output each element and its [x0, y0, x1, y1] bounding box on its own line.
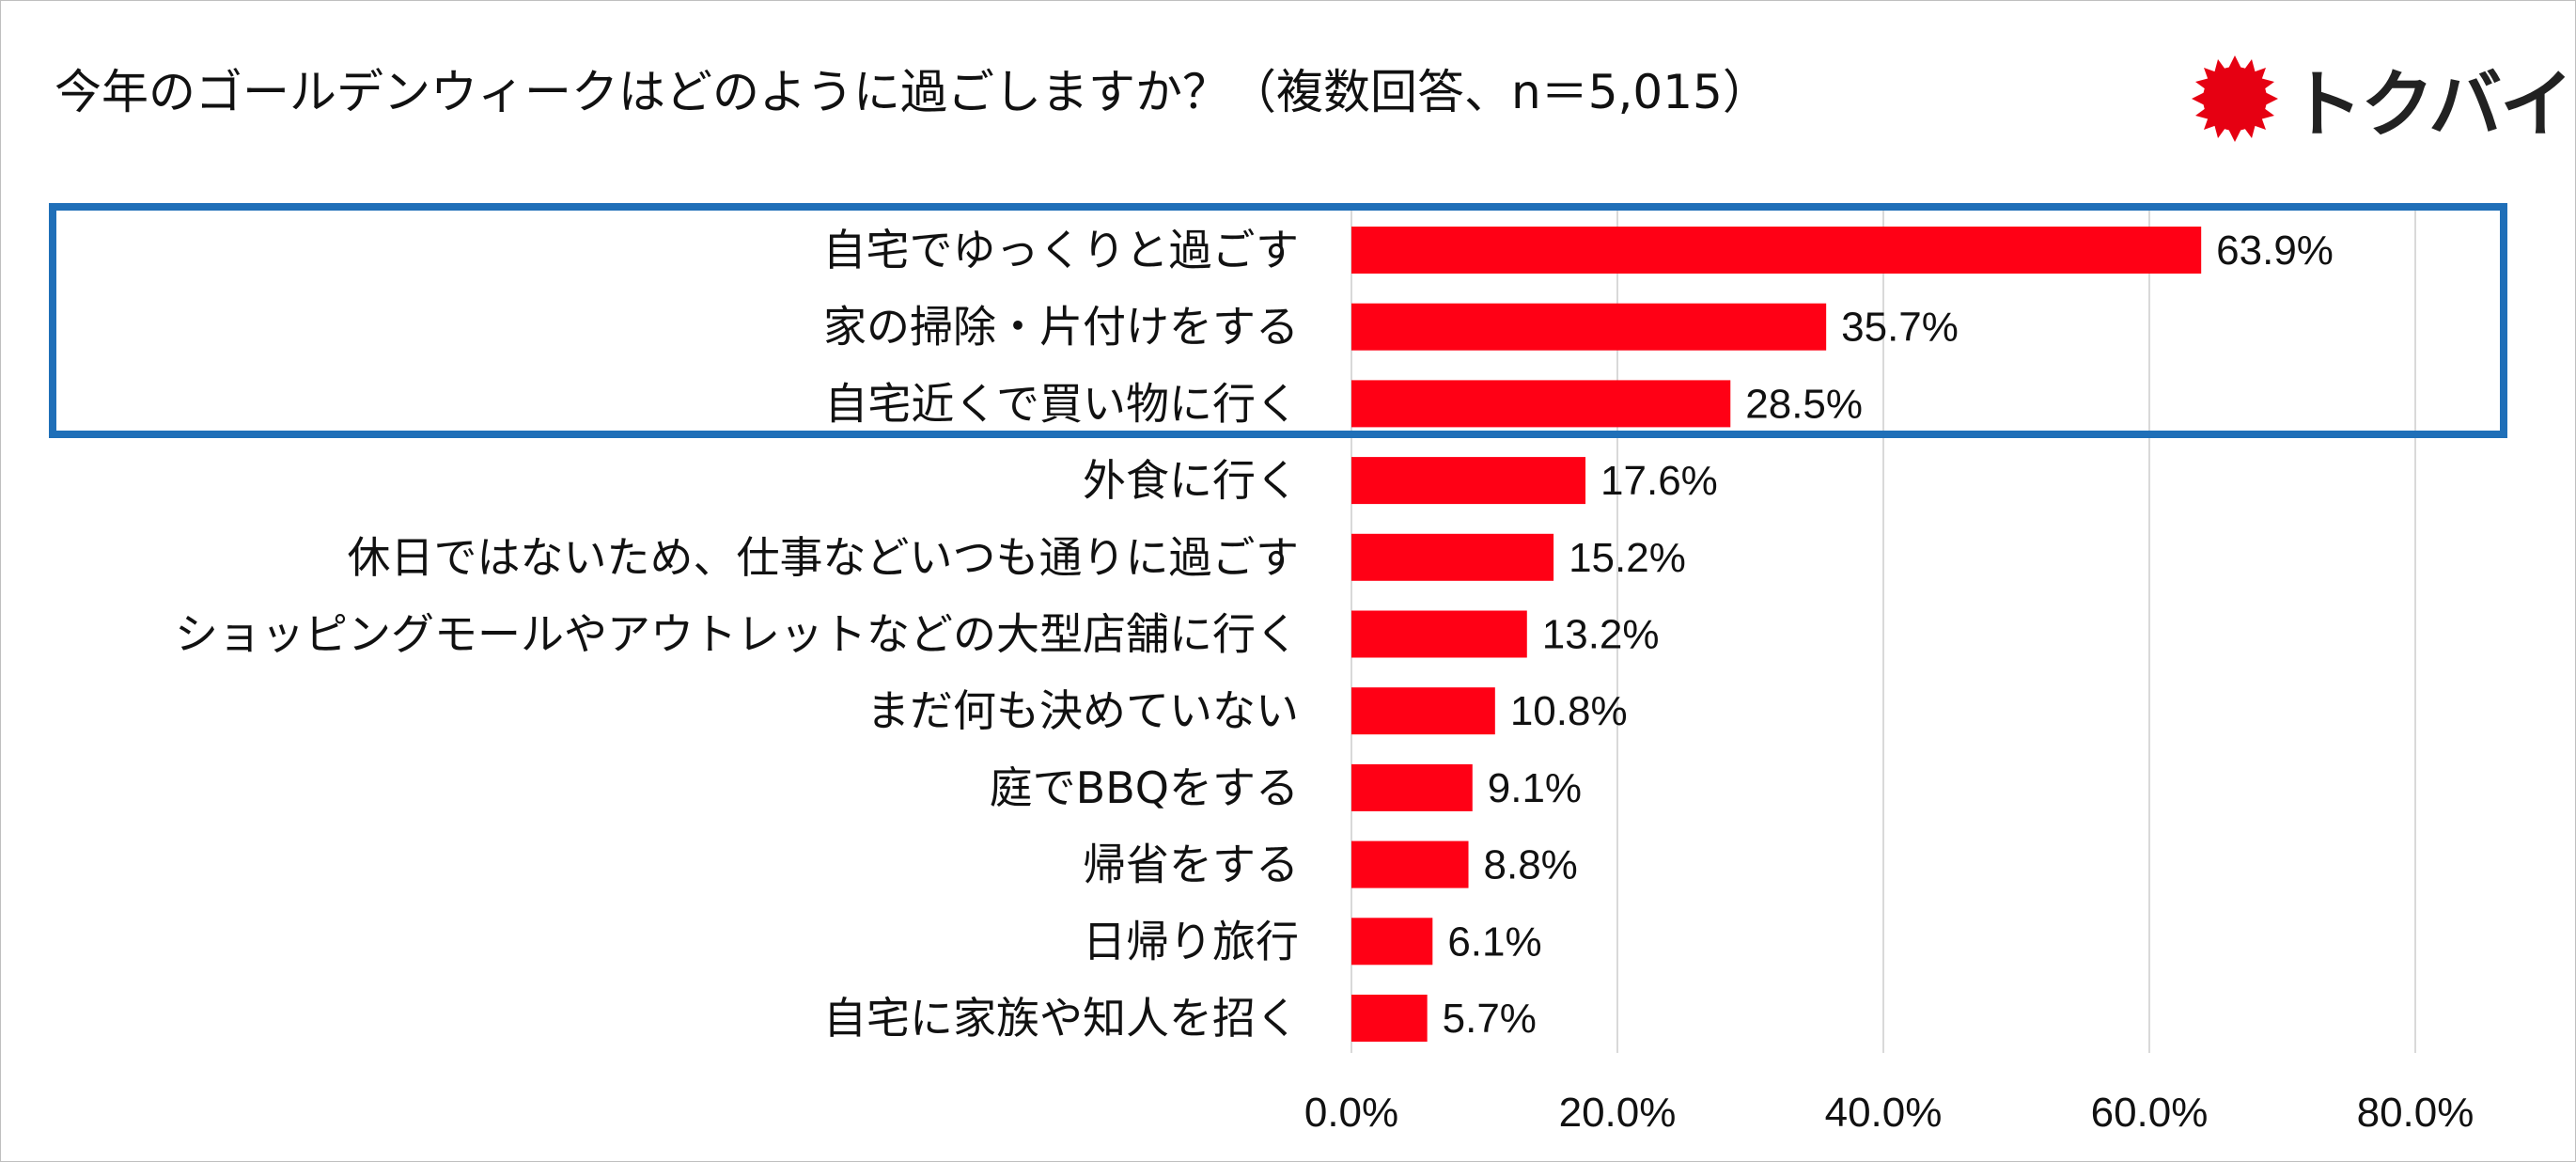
x-tick-label: 40.0% [1825, 1090, 1943, 1136]
category-label: 帰省をする [1083, 840, 1299, 890]
category-label: まだ何も決めていない [866, 685, 1299, 736]
bar [1351, 840, 1469, 888]
bar [1351, 227, 2202, 274]
bar [1351, 457, 1586, 505]
red-sun-badge-icon [2192, 55, 2278, 142]
data-label: 5.7% [1443, 996, 1537, 1042]
data-label: 8.8% [1484, 842, 1578, 888]
data-label: 6.1% [1447, 919, 1541, 965]
bar [1351, 763, 1473, 811]
brand-logo: トクバイ [2190, 47, 2573, 150]
category-label: 日帰り旅行 [1083, 916, 1299, 966]
bar [1351, 687, 1495, 735]
data-label: 28.5% [1745, 381, 1863, 427]
x-tick-label: 20.0% [1559, 1090, 1677, 1136]
category-label: 家の掃除・片付けをする [823, 302, 1299, 353]
chart-title: 今年のゴールデンウィークはどのように過ごしますか？（複数回答、n＝5,015） [55, 65, 1770, 119]
data-label: 35.7% [1841, 305, 1959, 351]
bar [1351, 995, 1428, 1042]
category-label: ショッピングモールやアウトレットなどの大型店舗に行く [175, 609, 1299, 660]
data-label: 63.9% [2216, 228, 2334, 274]
x-tick-label: 0.0% [1304, 1090, 1398, 1136]
data-label: 15.2% [1569, 535, 1686, 581]
data-label: 17.6% [1600, 458, 1718, 504]
bar [1351, 918, 1433, 966]
category-label: 庭でBBQをする [990, 762, 1299, 813]
bar [1351, 303, 1827, 351]
bar [1351, 610, 1527, 658]
data-label: 9.1% [1488, 765, 1582, 811]
bar [1351, 533, 1554, 581]
data-label: 10.8% [1510, 688, 1628, 734]
bar [1351, 380, 1731, 428]
x-tick-label: 60.0% [2091, 1090, 2209, 1136]
category-label: 外食に行く [1083, 455, 1299, 506]
category-label: 自宅に家族や知人を招く [823, 993, 1299, 1044]
category-label: 自宅近くで買い物に行く [824, 378, 1299, 429]
logo-text: トクバイ [2289, 63, 2573, 148]
data-label: 13.2% [1542, 612, 1660, 658]
category-label: 自宅でゆっくりと過ごす [823, 225, 1299, 275]
category-label: 休日ではないため、仕事などいつも通りに過ごす [348, 532, 1299, 583]
x-tick-label: 80.0% [2357, 1090, 2475, 1136]
